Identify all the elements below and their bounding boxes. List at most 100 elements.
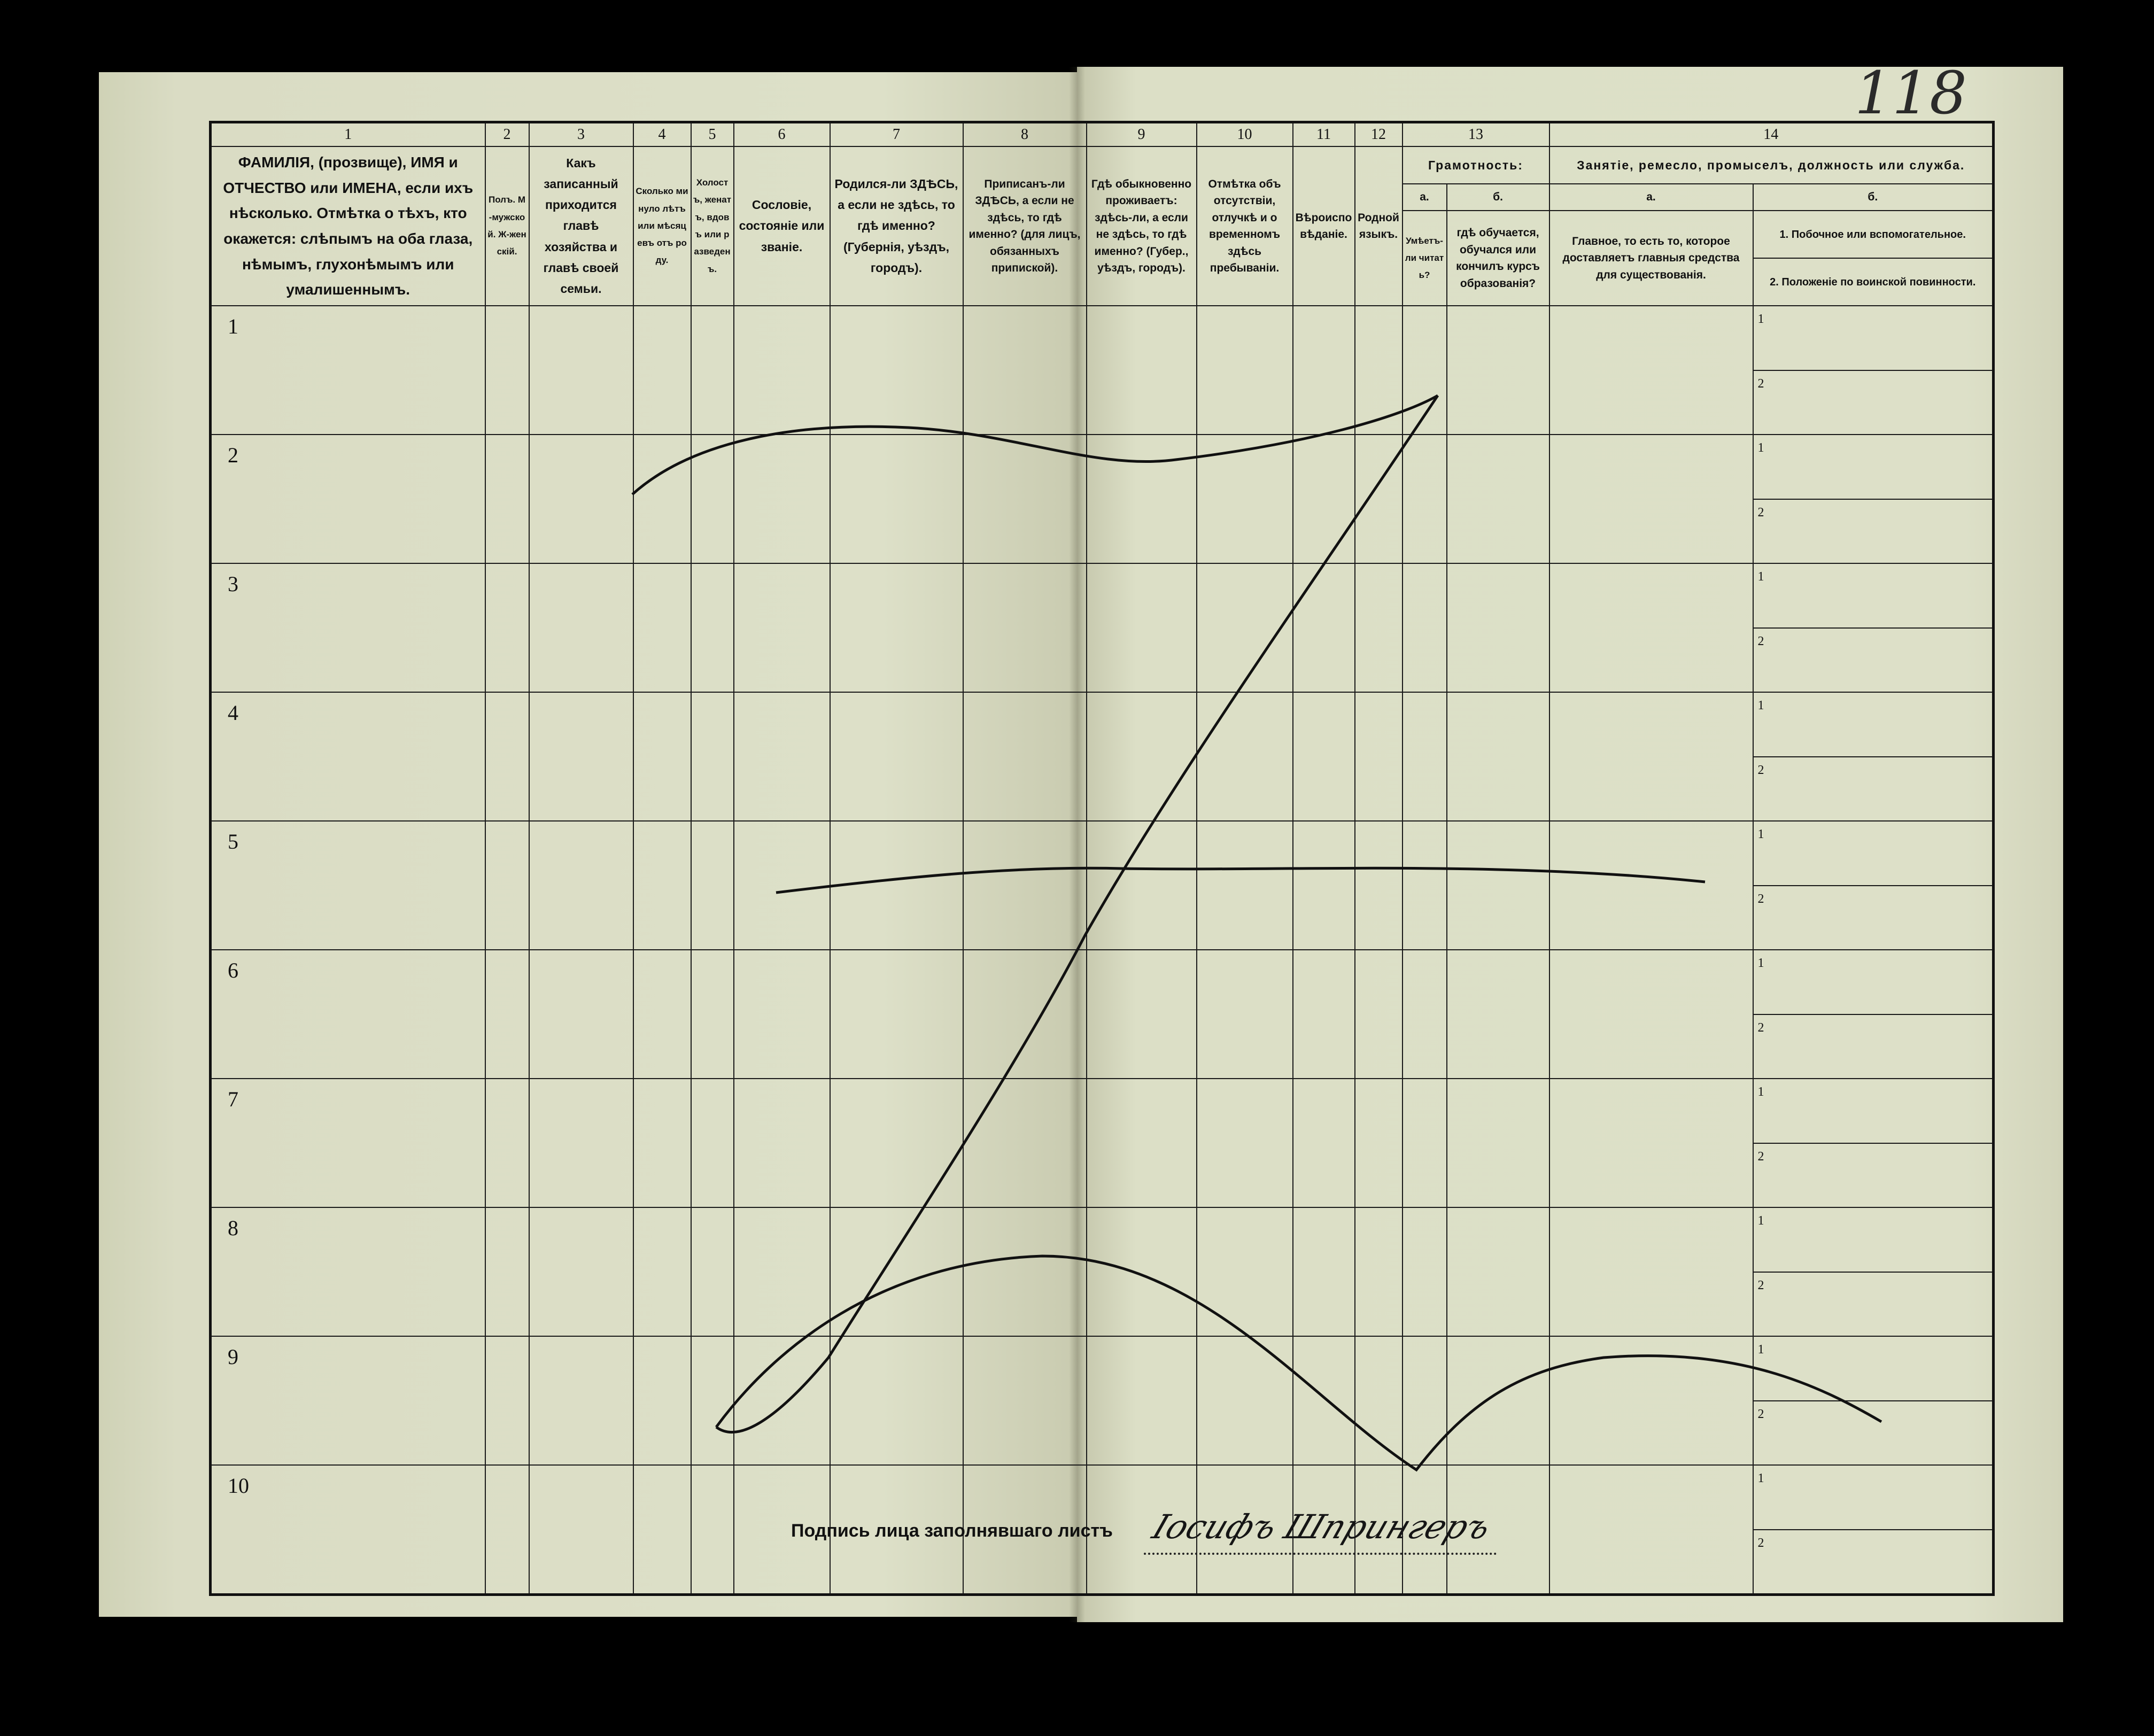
form-cell[interactable]: [1401, 563, 1447, 693]
form-cell[interactable]: [528, 1078, 634, 1208]
form-cell[interactable]: [1548, 1464, 1754, 1595]
form-cell[interactable]: [1401, 692, 1447, 821]
form-cell[interactable]: [1401, 305, 1447, 435]
form-cell[interactable]: [1548, 563, 1754, 693]
form-cell[interactable]: [1548, 949, 1754, 1079]
form-cell[interactable]: [632, 305, 692, 435]
row-number-cell[interactable]: 8: [210, 1207, 486, 1337]
form-cell[interactable]: [829, 434, 964, 564]
form-cell[interactable]: [1086, 1336, 1197, 1466]
form-cell[interactable]: [1086, 305, 1197, 435]
form-cell[interactable]: [632, 692, 692, 821]
form-cell[interactable]: [632, 434, 692, 564]
form-cell[interactable]: [690, 692, 734, 821]
form-cell[interactable]: [1401, 434, 1447, 564]
form-cell[interactable]: [1548, 1078, 1754, 1208]
form-cell[interactable]: [962, 563, 1087, 693]
form-cell[interactable]: [528, 820, 634, 950]
form-cell[interactable]: [1086, 949, 1197, 1079]
form-cell[interactable]: [632, 1078, 692, 1208]
form-cell[interactable]: [733, 563, 831, 693]
form-cell[interactable]: [1196, 1464, 1293, 1595]
form-cell[interactable]: [484, 305, 530, 435]
form-cell[interactable]: [1548, 434, 1754, 564]
form-cell[interactable]: [1401, 1207, 1447, 1337]
form-cell[interactable]: [528, 1464, 634, 1595]
form-cell[interactable]: [484, 1464, 530, 1595]
form-cell[interactable]: [484, 1078, 530, 1208]
form-cell[interactable]: [1548, 820, 1754, 950]
row-number-cell[interactable]: 1: [210, 305, 486, 435]
form-cell[interactable]: [733, 1464, 831, 1595]
form-cell[interactable]: [1086, 1207, 1197, 1337]
form-cell[interactable]: [1446, 563, 1550, 693]
form-cell[interactable]: [1292, 1464, 1355, 1595]
form-cell[interactable]: [962, 434, 1087, 564]
form-cell[interactable]: [1446, 1078, 1550, 1208]
form-cell[interactable]: [1354, 1078, 1403, 1208]
form-cell[interactable]: [1196, 305, 1293, 435]
form-cell[interactable]: [484, 949, 530, 1079]
form-cell[interactable]: [1354, 1207, 1403, 1337]
form-cell[interactable]: [829, 305, 964, 435]
form-cell[interactable]: [1086, 692, 1197, 821]
form-cell[interactable]: [1354, 1464, 1403, 1595]
form-cell[interactable]: [1354, 305, 1403, 435]
form-cell[interactable]: [1548, 305, 1754, 435]
form-cell[interactable]: [1196, 949, 1293, 1079]
form-cell[interactable]: [690, 1207, 734, 1337]
row-number-cell[interactable]: 7: [210, 1078, 486, 1208]
form-cell[interactable]: [528, 692, 634, 821]
form-cell[interactable]: [690, 563, 734, 693]
form-cell[interactable]: [1196, 692, 1293, 821]
form-cell[interactable]: [1354, 949, 1403, 1079]
form-cell[interactable]: [1196, 820, 1293, 950]
form-cell[interactable]: [1354, 692, 1403, 821]
form-cell[interactable]: [1292, 1078, 1355, 1208]
form-cell[interactable]: [733, 949, 831, 1079]
form-cell[interactable]: [962, 820, 1087, 950]
form-cell[interactable]: [1086, 820, 1197, 950]
form-cell[interactable]: [962, 305, 1087, 435]
form-cell[interactable]: [829, 1078, 964, 1208]
form-cell[interactable]: [1548, 692, 1754, 821]
form-cell[interactable]: [1548, 1336, 1754, 1466]
form-cell[interactable]: [733, 434, 831, 564]
form-cell[interactable]: [1196, 563, 1293, 693]
form-cell[interactable]: [1354, 1336, 1403, 1466]
form-cell[interactable]: [1446, 1207, 1550, 1337]
row-number-cell[interactable]: 2: [210, 434, 486, 564]
row-number-cell[interactable]: 5: [210, 820, 486, 950]
form-cell[interactable]: [962, 1336, 1087, 1466]
form-cell[interactable]: [690, 820, 734, 950]
form-cell[interactable]: [1354, 434, 1403, 564]
form-cell[interactable]: [528, 434, 634, 564]
form-cell[interactable]: [484, 1336, 530, 1466]
row-number-cell[interactable]: 10: [210, 1464, 486, 1595]
form-cell[interactable]: [632, 1207, 692, 1337]
form-cell[interactable]: [632, 820, 692, 950]
form-cell[interactable]: [733, 305, 831, 435]
form-cell[interactable]: [1086, 434, 1197, 564]
form-cell[interactable]: [829, 949, 964, 1079]
form-cell[interactable]: [1401, 1336, 1447, 1466]
form-cell[interactable]: [1401, 949, 1447, 1079]
form-cell[interactable]: [484, 1207, 530, 1337]
form-cell[interactable]: [632, 1464, 692, 1595]
form-cell[interactable]: [528, 1336, 634, 1466]
form-cell[interactable]: [632, 1336, 692, 1466]
form-cell[interactable]: [1086, 563, 1197, 693]
form-cell[interactable]: [528, 1207, 634, 1337]
form-cell[interactable]: [733, 692, 831, 821]
form-cell[interactable]: [1548, 1207, 1754, 1337]
form-cell[interactable]: [1446, 305, 1550, 435]
form-cell[interactable]: [1354, 563, 1403, 693]
